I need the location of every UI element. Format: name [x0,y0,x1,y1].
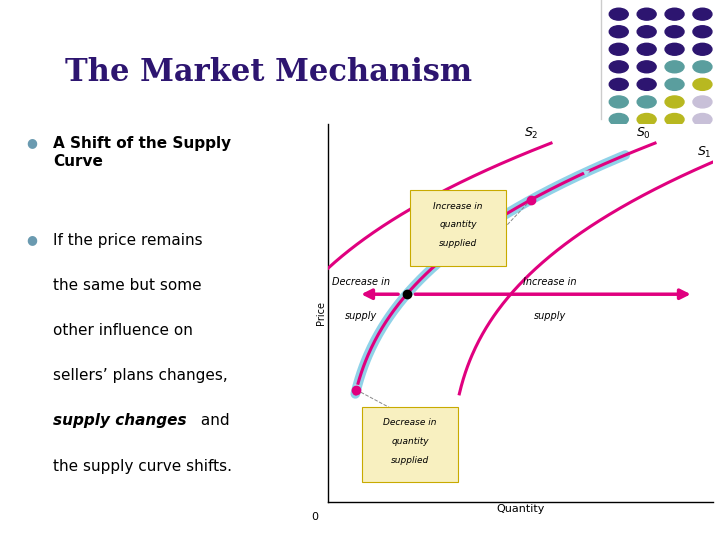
Text: Decrease in: Decrease in [332,277,390,287]
Circle shape [609,8,629,20]
Text: other influence on: other influence on [53,323,193,338]
Text: The Market Mechanism: The Market Mechanism [65,57,472,87]
Text: $S_0$: $S_0$ [636,126,651,141]
Circle shape [665,61,684,73]
Circle shape [609,26,629,38]
Circle shape [637,26,656,38]
Text: Increase in: Increase in [523,277,577,287]
Circle shape [693,61,712,73]
Text: $S_1$: $S_1$ [697,145,711,160]
Text: quantity: quantity [439,220,477,230]
Text: sellers’ plans changes,: sellers’ plans changes, [53,368,228,383]
Circle shape [609,43,629,55]
Circle shape [637,43,656,55]
Text: A Shift of the Supply
Curve: A Shift of the Supply Curve [53,136,231,169]
Circle shape [637,8,656,20]
Circle shape [609,61,629,73]
Circle shape [665,26,684,38]
Circle shape [637,131,656,143]
X-axis label: Quantity: Quantity [496,504,544,514]
Text: supplied: supplied [438,239,477,248]
Text: supply: supply [345,311,377,321]
Circle shape [693,131,712,143]
Circle shape [665,131,684,143]
Circle shape [637,78,656,90]
Circle shape [665,43,684,55]
Text: quantity: quantity [392,437,429,446]
Text: supply: supply [534,311,566,321]
Text: supply changes: supply changes [53,414,186,428]
Text: the supply curve shifts.: the supply curve shifts. [53,458,232,474]
Text: ●: ● [26,136,37,149]
Circle shape [693,113,712,125]
Circle shape [693,78,712,90]
Circle shape [637,61,656,73]
Text: If the price remains: If the price remains [53,233,202,248]
Text: $S_2$: $S_2$ [524,126,539,141]
Circle shape [665,96,684,108]
Circle shape [693,8,712,20]
Circle shape [637,113,656,125]
Text: the same but some: the same but some [53,278,202,293]
Circle shape [693,96,712,108]
FancyBboxPatch shape [362,407,459,482]
FancyBboxPatch shape [410,190,506,266]
Text: Increase in: Increase in [433,201,482,211]
Circle shape [609,113,629,125]
Circle shape [637,96,656,108]
Circle shape [693,26,712,38]
Text: ●: ● [26,233,37,246]
Circle shape [609,78,629,90]
Text: 0: 0 [311,512,318,522]
Text: Decrease in: Decrease in [384,418,437,427]
Circle shape [609,96,629,108]
Text: supplied: supplied [391,456,429,465]
Circle shape [665,78,684,90]
Y-axis label: Price: Price [316,301,326,325]
Text: and: and [196,414,230,428]
Circle shape [693,43,712,55]
Circle shape [665,8,684,20]
Circle shape [609,131,629,143]
Circle shape [665,113,684,125]
